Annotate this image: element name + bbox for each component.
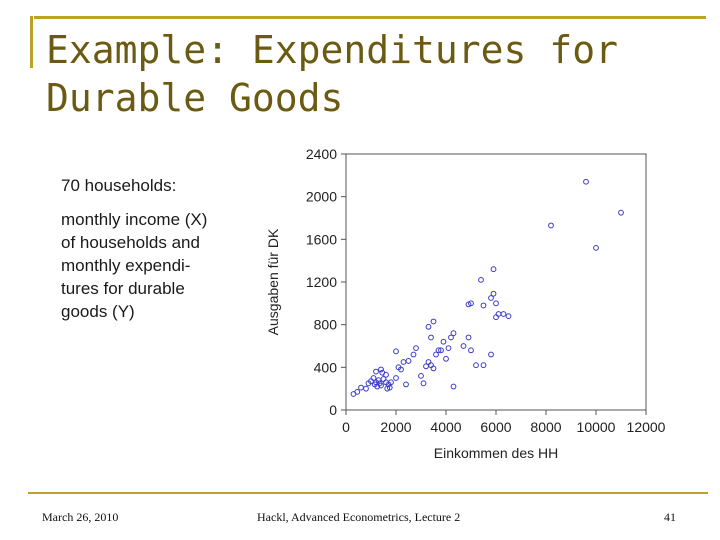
data-point	[450, 330, 457, 337]
data-point	[490, 290, 497, 297]
data-point	[383, 371, 389, 378]
plot-frame	[345, 153, 647, 411]
data-point	[386, 384, 393, 391]
data-point	[618, 209, 624, 216]
frame-top-line	[34, 16, 706, 19]
footer-date: March 26, 2010	[42, 510, 119, 524]
footer-course: Hackl, Advanced Econometrics, Lecture 2	[257, 510, 461, 524]
data-point	[450, 383, 457, 390]
y-tick-label: 2400	[306, 146, 337, 162]
y-tick-label: 400	[314, 359, 338, 375]
title-line-2: Durable Goods	[46, 76, 344, 120]
data-point	[480, 302, 487, 309]
y-tick-label: 2000	[306, 189, 337, 205]
data-point	[468, 347, 474, 354]
data-point	[410, 351, 417, 358]
data-point	[583, 178, 589, 185]
data-point	[480, 362, 487, 369]
data-point	[370, 375, 377, 381]
y-tick-label: 1600	[306, 231, 337, 247]
data-point	[398, 366, 404, 373]
data-point	[488, 295, 494, 301]
data-point	[363, 385, 369, 392]
data-point	[440, 338, 447, 345]
x-tick-label: 6000	[480, 419, 511, 435]
desc-line: monthly expendi-	[61, 256, 191, 275]
data-point	[430, 318, 437, 325]
scatter-chart: 0 400 800 1200 1600 2000 2400 0 2000 4000 6000 8000…	[258, 140, 682, 470]
description-text: monthly income (X) of households and mon…	[61, 208, 251, 323]
data-point	[403, 381, 409, 388]
data-point	[400, 359, 407, 365]
data-point	[490, 266, 497, 273]
data-point	[495, 311, 502, 317]
y-tick-label: 0	[329, 402, 337, 418]
data-point	[435, 347, 442, 354]
y-axis-label: Ausgaben für DK	[265, 228, 281, 335]
data-point	[460, 343, 467, 349]
data-point	[445, 345, 452, 352]
title-line-1: Example: Expenditures for	[46, 28, 618, 72]
data-point	[500, 311, 507, 317]
data-point	[425, 323, 432, 330]
data-point	[354, 388, 361, 395]
data-point	[493, 314, 499, 321]
desc-line: monthly income (X)	[61, 210, 208, 229]
data-point	[420, 380, 427, 387]
x-tick-label: 4000	[430, 419, 461, 435]
data-point	[373, 368, 379, 375]
x-tick-label: 8000	[530, 419, 561, 435]
data-point	[548, 222, 554, 229]
data-point	[413, 345, 419, 352]
x-tick-label: 0	[342, 419, 350, 435]
data-point	[430, 365, 437, 372]
data-point	[393, 375, 399, 381]
data-point	[358, 384, 364, 391]
y-tick-label: 1200	[306, 274, 337, 290]
desc-line: goods (Y)	[61, 302, 135, 321]
households-text: 70 households:	[61, 176, 177, 195]
x-axis-label: Einkommen des HH	[434, 445, 559, 461]
x-tick-label: 2000	[380, 419, 411, 435]
data-point	[428, 334, 434, 341]
data-point	[438, 347, 444, 354]
data-point	[425, 359, 432, 365]
data-point	[488, 351, 494, 358]
data-point	[448, 334, 454, 341]
data-point	[443, 355, 449, 362]
data-point	[478, 276, 484, 283]
slide-title: Example: Expenditures for Durable Goods	[46, 26, 618, 122]
desc-line: tures for durable	[61, 279, 185, 298]
frame-left-line	[30, 16, 33, 68]
data-point	[465, 334, 472, 341]
x-tick-label: 12000	[627, 419, 666, 435]
data-point	[378, 382, 384, 389]
desc-line: of households and	[61, 233, 200, 252]
data-point	[428, 362, 434, 369]
data-point	[393, 348, 399, 355]
data-point	[493, 300, 499, 307]
frame-bottom-line	[28, 492, 708, 494]
data-point	[418, 372, 424, 379]
x-tick-label: 10000	[577, 419, 616, 435]
data-point	[593, 244, 599, 251]
data-point	[405, 358, 412, 364]
data-point	[505, 313, 512, 320]
data-point	[468, 300, 474, 307]
scatter-chart-svg: 0 400 800 1200 1600 2000 2400 0 2000 4000 6000 8000…	[265, 146, 666, 461]
data-point	[388, 379, 394, 386]
footer-page-number: 41	[664, 510, 676, 524]
y-tick-label: 800	[314, 317, 338, 333]
data-point	[433, 351, 439, 358]
data-point	[473, 362, 479, 369]
data-point	[378, 366, 384, 373]
